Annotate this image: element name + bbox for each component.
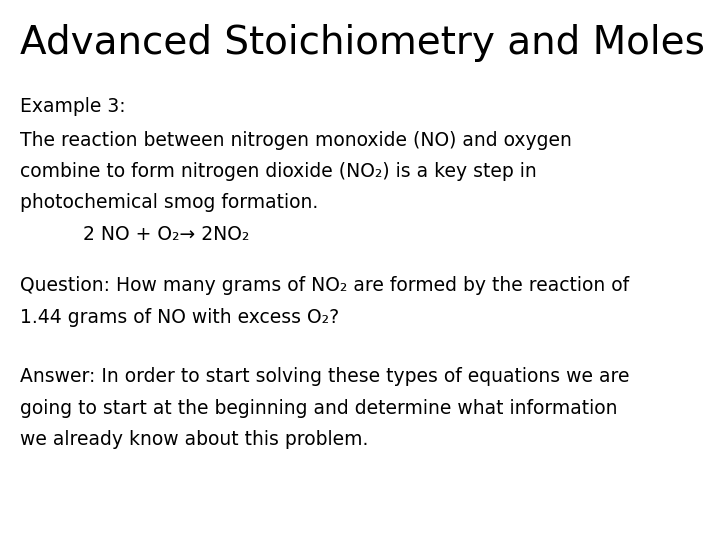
Text: Advanced Stoichiometry and Moles: Advanced Stoichiometry and Moles <box>20 24 705 62</box>
Text: 1.44 grams of NO with excess O₂?: 1.44 grams of NO with excess O₂? <box>20 308 339 327</box>
Text: Question: How many grams of NO₂ are formed by the reaction of: Question: How many grams of NO₂ are form… <box>20 276 629 295</box>
Text: Example 3:: Example 3: <box>20 97 126 116</box>
Text: we already know about this problem.: we already know about this problem. <box>20 430 369 449</box>
Text: going to start at the beginning and determine what information: going to start at the beginning and dete… <box>20 399 618 417</box>
Text: Answer: In order to start solving these types of equations we are: Answer: In order to start solving these … <box>20 367 630 386</box>
Text: photochemical smog formation.: photochemical smog formation. <box>20 193 318 212</box>
Text: The reaction between nitrogen monoxide (NO) and oxygen: The reaction between nitrogen monoxide (… <box>20 131 572 150</box>
Text: 2 NO + O₂→ 2NO₂: 2 NO + O₂→ 2NO₂ <box>83 225 249 244</box>
Text: combine to form nitrogen dioxide (NO₂) is a key step in: combine to form nitrogen dioxide (NO₂) i… <box>20 162 537 181</box>
